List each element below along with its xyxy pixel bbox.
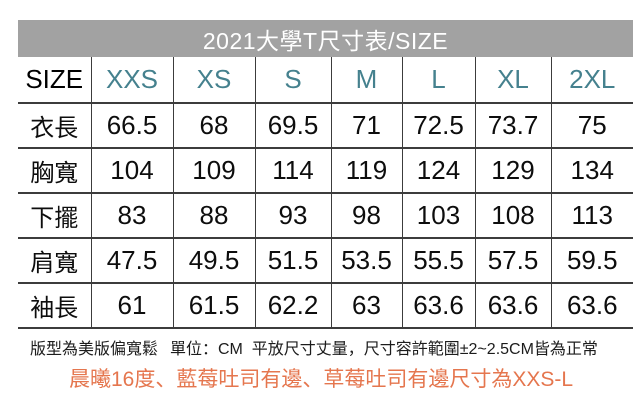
- table-cell: 55.5: [401, 238, 475, 284]
- table-cell: 71: [330, 103, 402, 149]
- footnotes: 版型為美版偏寬鬆 單位：CM 平放尺寸丈量，尺寸容許範圍±2~2.5CM皆為正常: [18, 331, 633, 358]
- table-cell: 72.5: [401, 103, 475, 149]
- table-cell: 69.5: [254, 103, 331, 149]
- row-header-chest-width: 胸寬: [18, 148, 91, 194]
- table-cell: 108: [474, 193, 551, 239]
- table-row-hem-width: 下擺 83 88 93 98 103 108 113: [18, 193, 633, 239]
- table-cell: 124: [401, 148, 475, 194]
- table-cell: 104: [90, 148, 173, 194]
- table-title-bar: 2021大學T尺寸表/SIZE: [18, 20, 633, 57]
- table-cell: 63.6: [401, 283, 475, 329]
- col-header-xl: XL: [474, 57, 551, 104]
- table-cell: 49.5: [172, 238, 255, 284]
- size-table: SIZE XXS XS S M L XL 2XL 衣長 66.5 68 69.5…: [18, 57, 633, 329]
- table-title: 2021大學T尺寸表/SIZE: [202, 27, 449, 54]
- col-header-2xl: 2XL: [550, 57, 633, 104]
- table-cell: 98: [330, 193, 402, 239]
- size-range-highlight: 晨曦16度、藍莓吐司有邊、草莓吐司有邊尺寸為XXS-L: [68, 368, 574, 391]
- table-cell: 109: [172, 148, 255, 194]
- table-cell: 75: [550, 103, 633, 149]
- row-header-garment-length: 衣長: [18, 103, 91, 149]
- table-cell: 61: [90, 283, 173, 329]
- table-cell: 51.5: [254, 238, 331, 284]
- table-cell: 73.7: [474, 103, 551, 149]
- table-cell: 103: [401, 193, 475, 239]
- table-row-sleeve-length: 袖長 61 61.5 62.2 63 63.6 63.6 63.6: [18, 283, 633, 329]
- table-cell: 63.6: [474, 283, 551, 329]
- row-header-sleeve-length: 袖長: [18, 283, 91, 329]
- note-fit-style: 版型為美版偏寬鬆: [30, 341, 159, 358]
- table-cell: 88: [172, 193, 255, 239]
- col-header-s: S: [254, 57, 331, 104]
- corner-label-size: SIZE: [18, 57, 91, 104]
- table-cell: 59.5: [550, 238, 633, 284]
- table-cell: 93: [254, 193, 331, 239]
- table-cell: 63: [330, 283, 402, 329]
- table-cell: 129: [474, 148, 551, 194]
- col-header-l: L: [401, 57, 475, 104]
- col-header-m: M: [330, 57, 402, 104]
- table-cell: 53.5: [330, 238, 402, 284]
- table-cell: 57.5: [474, 238, 551, 284]
- table-row-shoulder-width: 肩寬 47.5 49.5 51.5 53.5 55.5 57.5 59.5: [18, 238, 633, 284]
- col-header-xxs: XXS: [90, 57, 173, 104]
- table-row-garment-length: 衣長 66.5 68 69.5 71 72.5 73.7 75: [18, 103, 633, 149]
- table-cell: 119: [330, 148, 402, 194]
- table-cell: 61.5: [172, 283, 255, 329]
- table-cell: 68: [172, 103, 255, 149]
- table-cell: 83: [90, 193, 173, 239]
- table-cell: 62.2: [254, 283, 331, 329]
- header-row: SIZE XXS XS S M L XL 2XL: [18, 57, 633, 104]
- row-header-shoulder-width: 肩寬: [18, 238, 91, 284]
- col-header-xs: XS: [172, 57, 255, 104]
- table-cell: 66.5: [90, 103, 173, 149]
- table-cell: 47.5: [90, 238, 173, 284]
- table-cell: 134: [550, 148, 633, 194]
- table-cell: 114: [254, 148, 331, 194]
- note-measurement-unit: 單位：CM 平放尺寸丈量，尺寸容許範圍±2~2.5CM皆為正常: [170, 341, 598, 358]
- row-header-hem-width: 下擺: [18, 193, 91, 239]
- table-row-chest-width: 胸寬 104 109 114 119 124 129 134: [18, 148, 633, 194]
- table-cell: 113: [550, 193, 633, 239]
- table-cell: 63.6: [550, 283, 633, 329]
